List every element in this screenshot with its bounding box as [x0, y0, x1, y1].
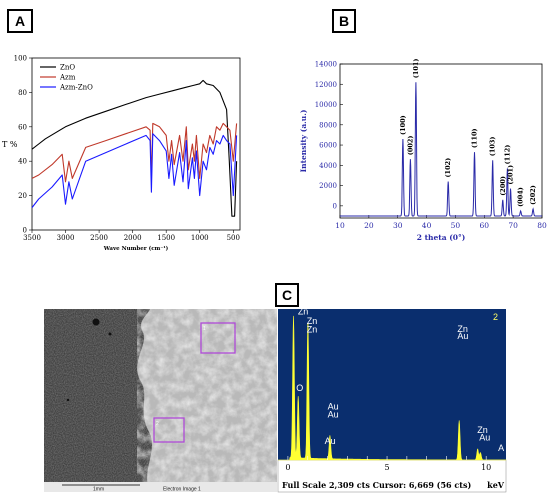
- x-tick-label-a: 1000: [191, 234, 209, 242]
- series-line-zno: [31, 79, 238, 217]
- x-tick-label-a: 2500: [90, 234, 108, 242]
- sem-region-1-label: 1: [203, 326, 206, 332]
- eds-spectrum-id: 2: [493, 312, 498, 322]
- y-tick-label-a: 40: [18, 158, 27, 166]
- eds-element-label: Au: [457, 331, 468, 341]
- y-tick-label-b: 2000: [319, 182, 337, 190]
- legend-label: Azm-ZnO: [59, 84, 93, 92]
- eds-element-label: Zn: [477, 425, 488, 435]
- y-tick-label-b: 6000: [319, 142, 337, 150]
- sem-region-2: [153, 417, 185, 443]
- y-tick-label-b: 0: [333, 202, 337, 210]
- y-tick-label-a: 100: [14, 55, 27, 63]
- y-tick-label-b: 12000: [315, 81, 337, 89]
- legend-label: Azm: [59, 74, 76, 82]
- eds-tick-label: 10: [481, 463, 491, 472]
- eds-element-label: Au: [479, 432, 490, 442]
- plot-frame-b: [339, 63, 543, 219]
- eds-tick-label: 5: [384, 463, 389, 472]
- panel-label-b: B: [332, 9, 356, 33]
- peak-label: (004): [517, 187, 525, 207]
- eds-tick-label: 0: [285, 463, 290, 472]
- x-tick-label-b: 70: [508, 221, 518, 230]
- y-tick-label-a: 80: [18, 89, 27, 97]
- x-tick-label-b: 80: [537, 221, 547, 230]
- eds-element-label: O: [296, 383, 303, 393]
- peak-label: (002): [406, 136, 414, 156]
- eds-element-label: Zn: [307, 316, 318, 326]
- eds-background: [278, 309, 506, 460]
- sem-region-1: [200, 322, 236, 354]
- x-tick-label-a: 3000: [57, 234, 75, 242]
- eds-element-label: Au: [325, 436, 336, 446]
- sem-scale-text: 1mm: [93, 487, 104, 493]
- y-tick-label-a: 60: [18, 123, 27, 131]
- x-axis-label-a: Wave Number (cm⁻¹): [103, 245, 169, 252]
- x-tick-label-a: 3500: [23, 234, 41, 242]
- peak-label: (100): [399, 115, 407, 135]
- peak-label: (112): [503, 145, 511, 165]
- x-tick-label-a: 2000: [124, 234, 142, 242]
- panel-label-c: C: [275, 283, 299, 307]
- peak-label: (110): [470, 128, 478, 148]
- x-tick-label-a: 1500: [157, 234, 175, 242]
- xrd-chart: 10 20 30 40 50 60 70 80 0 2000 4000 6000 8000 10000 12…: [299, 59, 547, 242]
- peak-label: (201): [507, 165, 515, 185]
- eds-footer-text: Full Scale 2,309 cts Cursor: 6,669 (56 c…: [282, 480, 471, 490]
- peak-label: (202): [529, 185, 537, 205]
- eds-element-label: Au: [328, 401, 339, 411]
- panel-label-a: A: [7, 9, 33, 33]
- x-tick-label-b: 30: [393, 221, 403, 230]
- eds-element-label: Zn: [298, 307, 309, 317]
- y-axis-label-b: Intensity (a.u.): [299, 110, 308, 173]
- x-tick-label-b: 60: [480, 221, 490, 230]
- x-tick-label-a: 500: [227, 234, 240, 242]
- eds-spectrum: [278, 315, 507, 461]
- x-axis-label-b: 2 theta (0°): [417, 233, 466, 242]
- sem-region-2-label: 2: [156, 421, 159, 427]
- y-tick-label-b: 4000: [319, 162, 337, 170]
- x-tick-label-b: 50: [451, 221, 461, 230]
- x-tick-label-b: 40: [422, 221, 432, 230]
- y-tick-label-b: 8000: [319, 121, 337, 129]
- y-axis-label-a: T %: [2, 140, 18, 149]
- eds-element-label: Au: [328, 409, 339, 419]
- y-tick-label-a: 0: [23, 227, 27, 235]
- peak-label: (103): [489, 137, 497, 157]
- y-tick-label-b: 14000: [315, 61, 337, 69]
- legend-label: ZnO: [60, 64, 75, 72]
- eds-x-axis-label: keV: [487, 480, 505, 490]
- series-line-azm-zno: [31, 133, 238, 208]
- ftir-chart: 3500 3000 2500 2000 1500 1000 500 0 20 40 60 80 100 W…: [2, 55, 241, 252]
- eds-element-label: Zn: [457, 324, 468, 334]
- eds-element-label: Zn: [307, 324, 318, 334]
- xrd-pattern-line: [340, 82, 542, 217]
- peak-label: (200): [499, 176, 507, 196]
- peak-label: (101): [412, 59, 420, 79]
- series-line-azm: [31, 122, 238, 183]
- x-tick-label-b: 20: [364, 221, 374, 230]
- peak-label: (102): [444, 158, 452, 178]
- plot-frame-a: [31, 57, 241, 231]
- eds-element-label: A: [498, 443, 504, 453]
- y-tick-label-a: 20: [18, 192, 27, 200]
- x-tick-label-b: 10: [335, 221, 345, 230]
- sem-caption: Electron Image 1: [163, 487, 201, 493]
- y-tick-label-b: 10000: [315, 101, 337, 109]
